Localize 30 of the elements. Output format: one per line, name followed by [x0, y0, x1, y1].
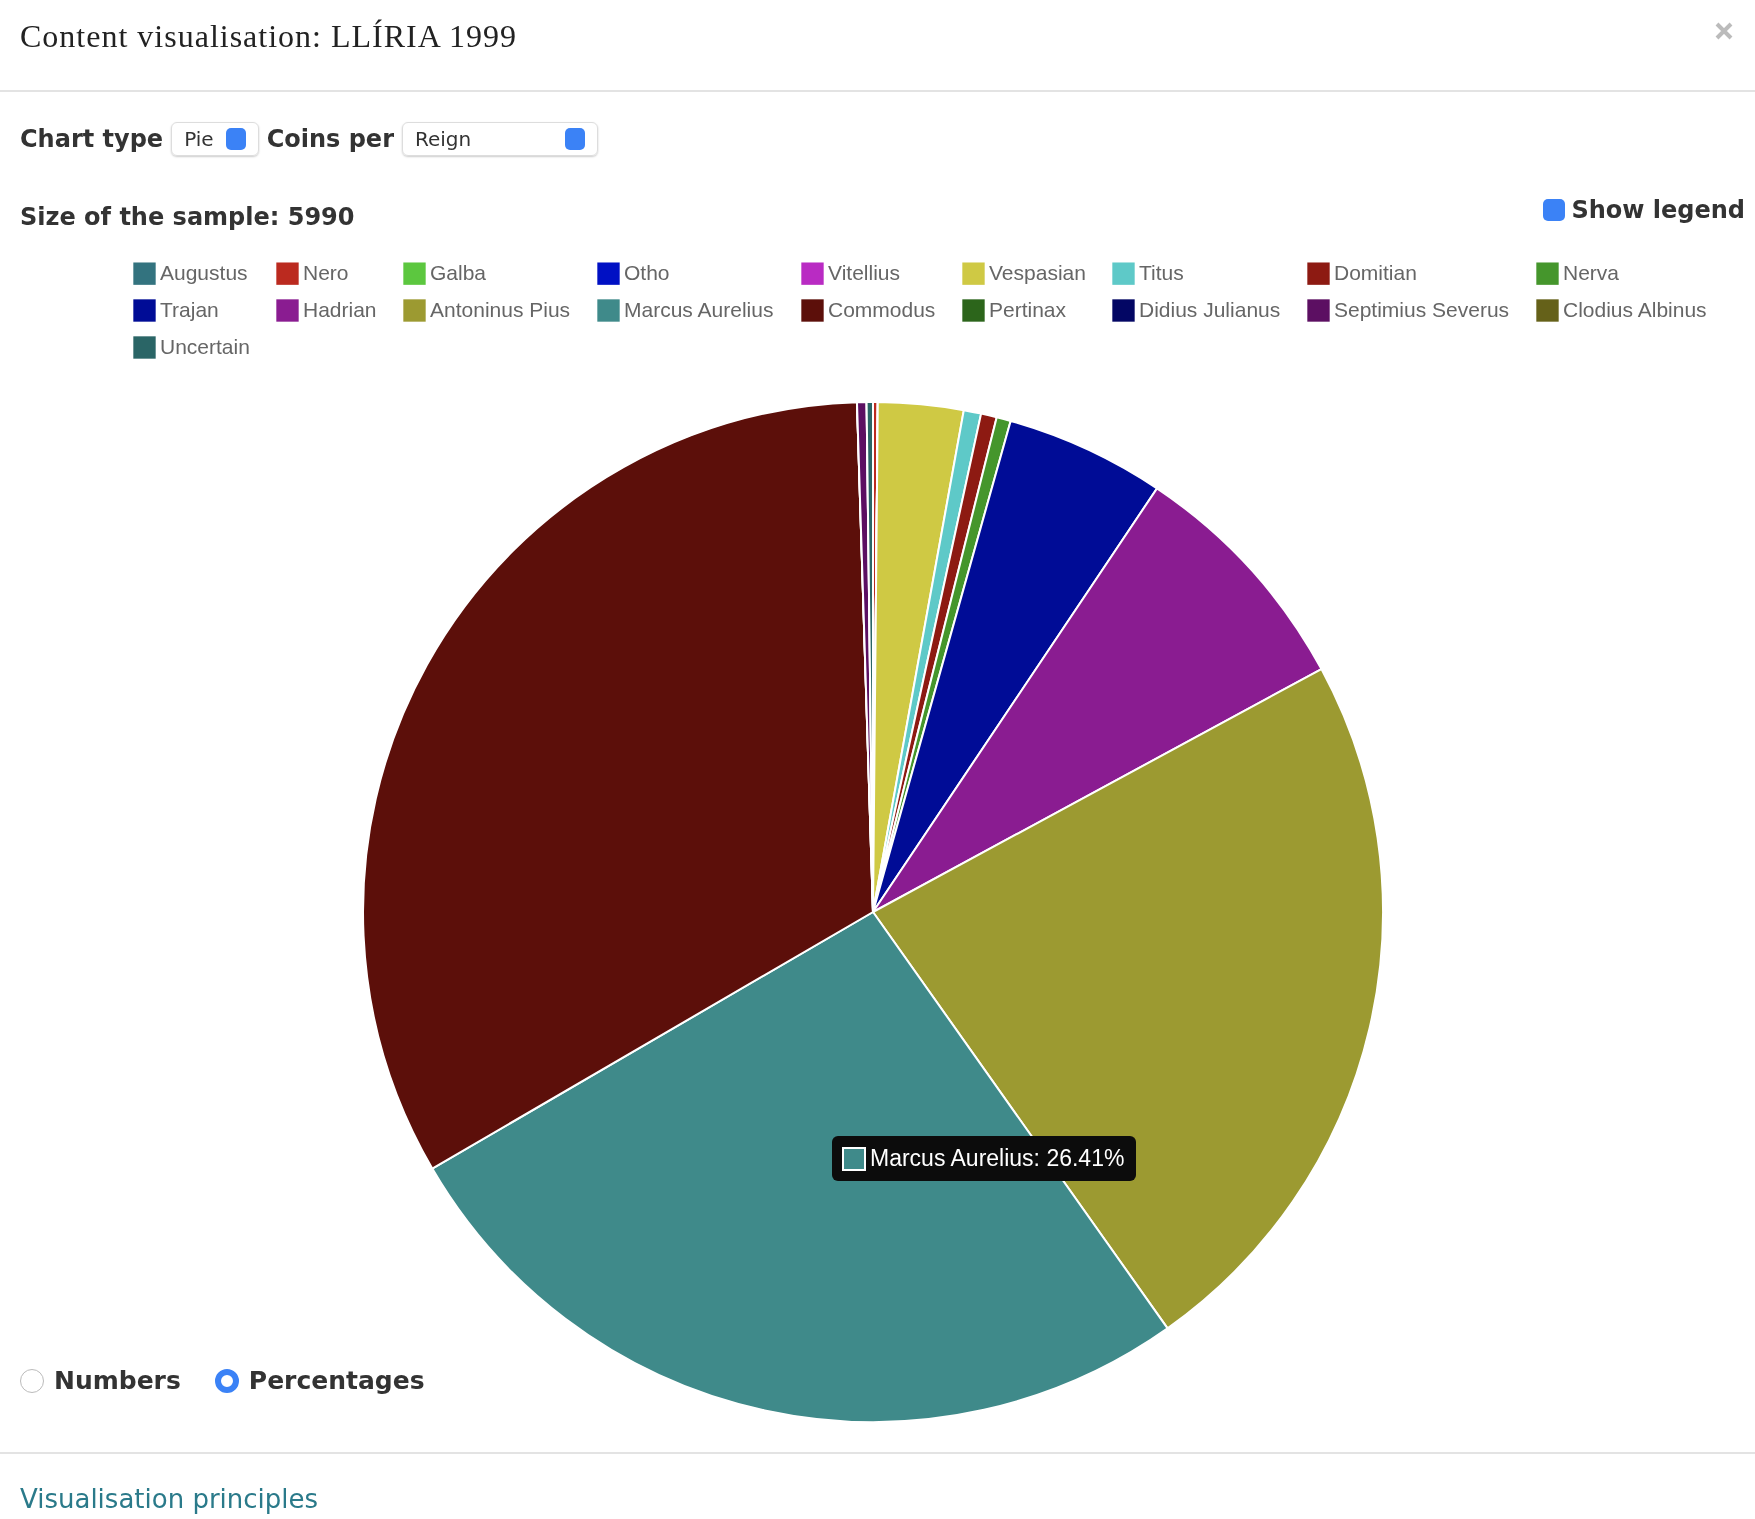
legend-label: Nero [303, 260, 349, 284]
text: Show legend [1571, 196, 1745, 224]
legend-label: Nerva [1563, 260, 1620, 284]
legend-label: Vespasian [989, 260, 1086, 284]
text: Chart type [20, 125, 164, 153]
legend-label: Vitellius [828, 260, 900, 284]
text: Coins per [266, 125, 394, 153]
legend-label: Titus [1139, 260, 1184, 284]
legend-label: Pertinax [989, 297, 1067, 321]
text: Numbers [54, 1366, 181, 1395]
legend-label: Didius Julianus [1139, 297, 1281, 321]
legend-label: Trajan [160, 297, 219, 321]
legend-label: Clodius Albinus [1563, 297, 1707, 321]
chart-title: Content visualisation: LLÍRIA 1999 [20, 18, 518, 55]
chart-subtitle: Size of the sample: 5990 [20, 203, 355, 231]
legend-label: Galba [430, 260, 487, 284]
legend-label: Otho [624, 260, 670, 284]
text: Marcus Aurelius: 26.41% [870, 1145, 1125, 1172]
legend-label: Hadrian [303, 297, 377, 321]
legend-label: Augustus [160, 260, 248, 284]
text: Percentages [248, 1366, 425, 1395]
legend-label: Marcus Aurelius [624, 297, 774, 321]
select-field: Pie [171, 122, 259, 156]
legend-label: Septimius Severus [1334, 297, 1510, 321]
text: Visualisation principles [20, 1484, 319, 1514]
legend-label: Uncertain [160, 334, 250, 358]
legend-label: Commodus [828, 297, 936, 321]
select-field: Reign [402, 122, 598, 156]
legend-label: Antoninus Pius [430, 297, 571, 321]
legend-label: Domitian [1334, 260, 1417, 284]
